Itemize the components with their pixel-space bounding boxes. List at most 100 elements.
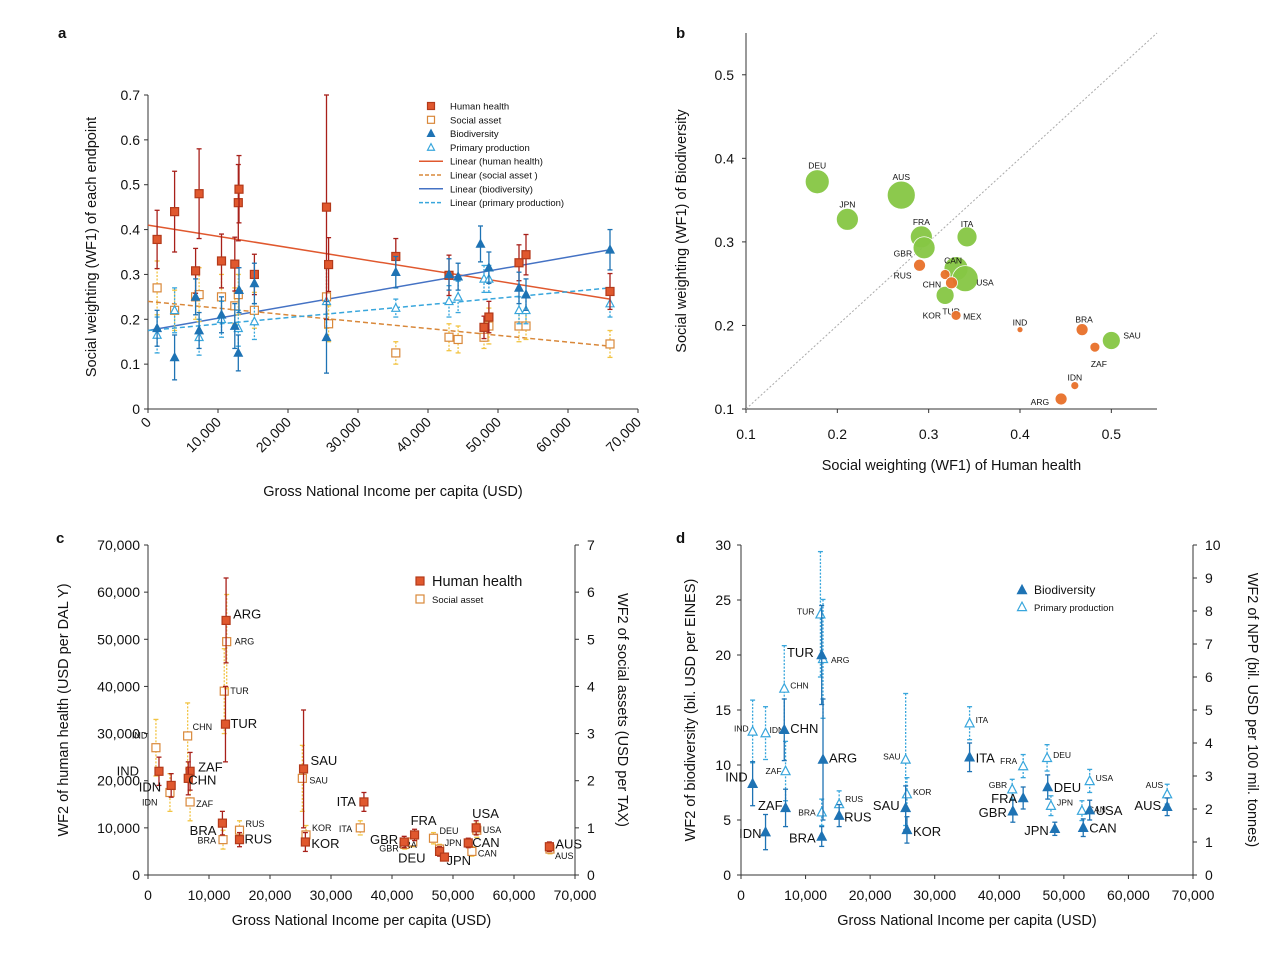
bubble-JPN (835, 207, 859, 231)
marker-pp (1006, 783, 1018, 794)
marker-bio (833, 809, 845, 820)
point-label-bio: GBR (979, 805, 1007, 820)
x-tick-label: 50,000 (1042, 887, 1085, 903)
legend-label-bio: Biodiversity (1034, 583, 1095, 597)
x-tick-label: 50,000 (463, 414, 505, 456)
point-label-soc: SAU (309, 775, 328, 785)
marker-bio (816, 648, 828, 660)
marker-hh (484, 312, 494, 322)
x-tick-label: 20,000 (253, 414, 295, 456)
legend-label-soc: Social asset (450, 115, 502, 126)
y-tick-label: 0.4 (715, 150, 735, 166)
y-tick-label: 70,000 (97, 537, 140, 553)
marker-pp (964, 717, 976, 728)
legend-label-pp: Primary production (450, 143, 530, 154)
marker-hh (359, 797, 369, 807)
marker-bio (817, 753, 829, 764)
marker-hh (479, 322, 489, 332)
marker-bio (1017, 791, 1029, 803)
x-tick-label: 50,000 (432, 887, 475, 903)
point-label-soc: DEU (439, 826, 458, 836)
y-tick-label: 0.5 (121, 177, 141, 193)
point-label-hh: USA (472, 806, 499, 821)
legend-label-lin_bio: Linear (biodiversity) (450, 184, 533, 195)
y2-tick-label: 1 (1205, 834, 1213, 850)
point-label-pp: AUS (1146, 780, 1164, 790)
point-label-bio: DEU (1054, 780, 1081, 795)
marker-soc (152, 283, 162, 293)
point-label-pp: BRA (798, 807, 816, 817)
legend-marker-bio (1016, 583, 1028, 595)
y-tick-label: 0 (132, 401, 140, 417)
point-label-soc: RUS (246, 819, 265, 829)
point-label-pp: RUS (845, 794, 863, 804)
panel-b-label: b (676, 25, 685, 42)
point-label-bio: SAU (873, 798, 900, 813)
y2-tick-label: 6 (587, 584, 595, 600)
point-label-hh: CAN (472, 835, 499, 850)
point-label: MEX (963, 311, 982, 321)
point-label-bio: FRA (991, 791, 1017, 806)
y-tick-label: 30 (715, 537, 731, 553)
point-label-hh: ARG (233, 606, 261, 621)
point-label-hh: JPN (446, 853, 471, 868)
point-label: KOR (923, 310, 941, 320)
y-tick-label: 0.4 (121, 222, 141, 238)
x-tick-label: 10,000 (784, 887, 827, 903)
legend-marker-pp (1016, 600, 1028, 612)
x-tick-label: 60,000 (493, 887, 536, 903)
x-tick-label: 0.5 (1102, 426, 1122, 442)
marker-pp (780, 764, 792, 776)
point-label: TUR (942, 306, 959, 316)
point-label-pp: IND (734, 723, 749, 733)
x-tick-label: 60,000 (1107, 887, 1150, 903)
point-label-pp: IDN (770, 725, 785, 735)
point-label-bio: ARG (829, 751, 857, 766)
marker-bio (444, 268, 454, 279)
point-label-pp: KOR (913, 787, 931, 797)
point-label: DEU (808, 161, 826, 171)
trend-line-lin_pp (147, 287, 611, 332)
x-axis-label: Gross National Income per capita (USD) (232, 913, 492, 929)
marker-bio (747, 777, 759, 788)
marker-bio (1007, 805, 1019, 816)
y-axis-label: WF2 of biodiversity (bil. USD per EINES) (683, 579, 699, 842)
marker-hh (221, 615, 231, 626)
marker-bio (760, 825, 772, 837)
point-label-soc: JPN (445, 838, 462, 848)
marker-pp (390, 302, 401, 312)
y-tick-label: 0 (723, 867, 731, 883)
marker-bio (229, 320, 240, 330)
legend-label-lin_soc: Linear (social asset ) (450, 171, 538, 182)
marker-hh (220, 719, 231, 729)
marker-bio (152, 322, 163, 333)
bubble-BRA (1075, 323, 1089, 337)
marker-pp (1161, 788, 1173, 799)
legend-label-soc: Social asset (432, 595, 484, 606)
point-label: ITA (961, 219, 974, 229)
marker-bio (816, 830, 828, 841)
marker-pp (453, 291, 464, 301)
marker-bio (514, 282, 524, 292)
marker-pp (901, 788, 913, 799)
point-label-soc: ZAF (196, 799, 214, 809)
chart-d: 0 10,000 20,000 30,000 40,000 50,000 60,000 70,… (683, 537, 1260, 929)
y-tick-label: 10,000 (97, 820, 140, 836)
x-tick-label: 40,000 (978, 887, 1021, 903)
y2-tick-label: 3 (1205, 768, 1213, 784)
marker-hh (521, 250, 531, 260)
legend-marker-hh (415, 576, 425, 586)
y-tick-label: 0.3 (715, 234, 735, 250)
y-axis-label: WF2 of human health (USD per DAL Y) (56, 583, 72, 836)
bubble-AUS (886, 180, 916, 210)
bubble-RUS (913, 258, 926, 272)
bubble-GBR (912, 236, 936, 260)
diagonal-line (745, 32, 1158, 410)
point-label-bio: ZAF (758, 798, 783, 813)
marker-bio (778, 723, 790, 735)
marker-soc (183, 731, 193, 741)
point-label-soc: AUS (555, 851, 574, 861)
bubble-IDN (1070, 381, 1080, 391)
legend-marker-bio (426, 128, 436, 138)
